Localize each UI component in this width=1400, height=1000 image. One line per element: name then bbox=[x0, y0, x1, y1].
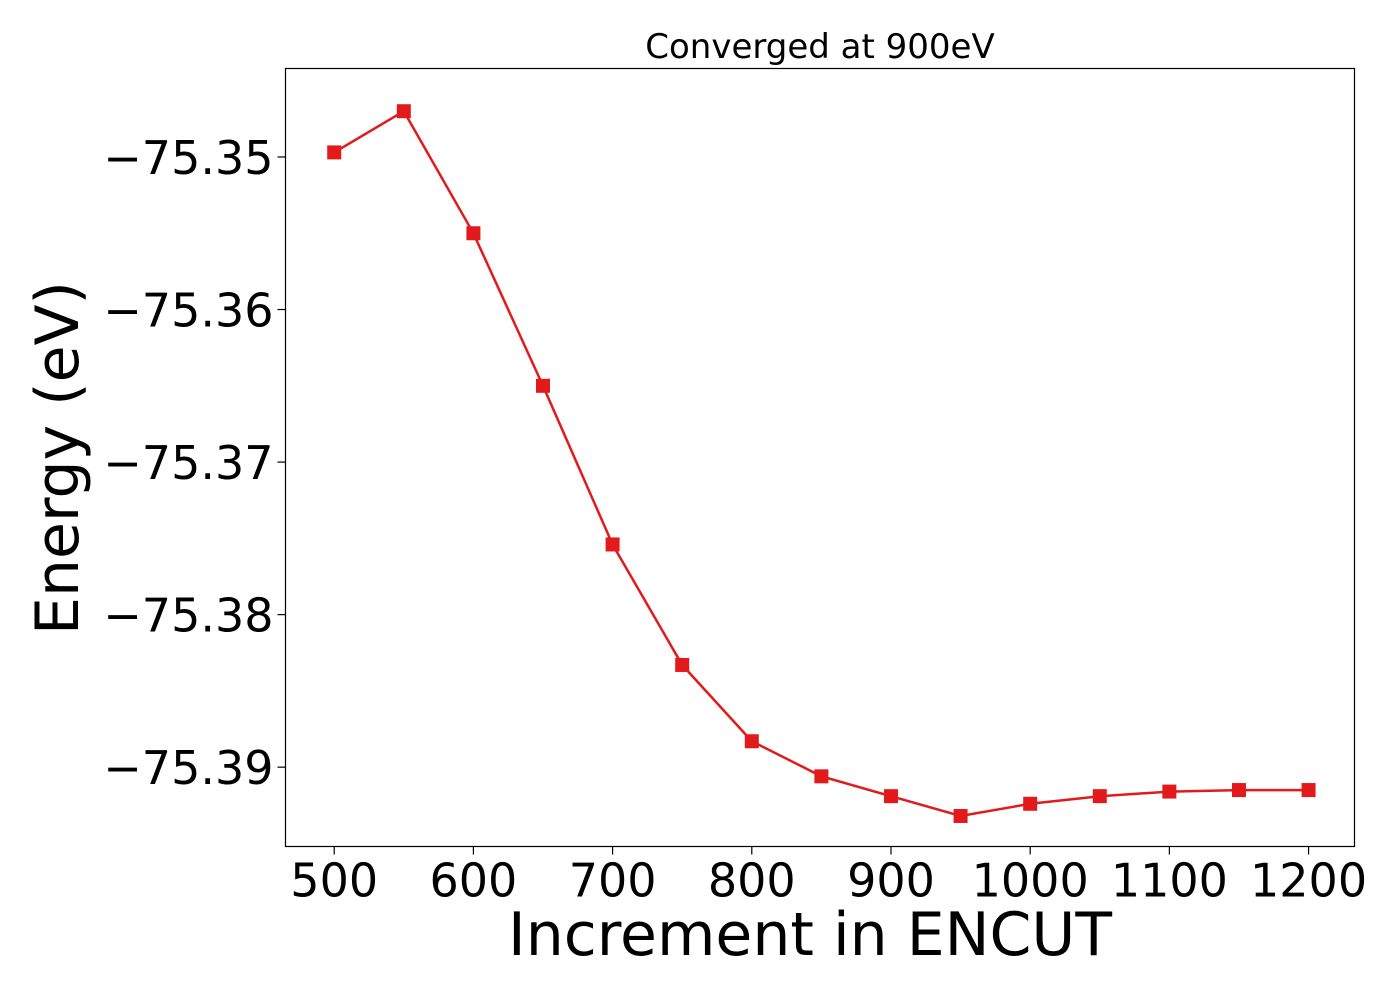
x-tick-label: 1200 bbox=[1250, 854, 1367, 908]
data-point-marker bbox=[466, 226, 481, 241]
y-tick-label: −75.39 bbox=[103, 741, 273, 795]
data-point-marker bbox=[744, 734, 759, 749]
data-point-marker bbox=[1162, 784, 1177, 799]
x-axis-ticks: 500 600 700 800 900 1000 1100 1200 bbox=[290, 846, 1367, 908]
y-tick-label: −75.36 bbox=[103, 284, 273, 338]
data-point-marker bbox=[536, 378, 551, 393]
y-tick-label: −75.37 bbox=[103, 436, 273, 490]
series-group bbox=[327, 104, 1316, 823]
data-point-marker bbox=[1231, 783, 1246, 798]
data-point-marker bbox=[675, 657, 690, 672]
x-tick-label: 500 bbox=[290, 854, 378, 908]
x-tick-label: 800 bbox=[708, 854, 796, 908]
x-tick-label: 1000 bbox=[972, 854, 1089, 908]
chart-title: Converged at 900eV bbox=[645, 27, 994, 67]
plot-area-frame bbox=[284, 67, 1356, 848]
data-point-marker bbox=[1301, 783, 1316, 798]
x-axis-label: Increment in ENCUT bbox=[508, 900, 1112, 970]
data-point-marker bbox=[814, 769, 829, 784]
data-point-marker bbox=[396, 104, 411, 119]
y-tick-label: −75.35 bbox=[103, 131, 273, 185]
x-tick-label: 700 bbox=[569, 854, 657, 908]
y-axis-ticks: −75.35 −75.36 −75.37 −75.38 −75.39 bbox=[103, 131, 286, 795]
y-tick-label: −75.38 bbox=[103, 589, 273, 643]
series-line bbox=[333, 109, 1309, 818]
data-point-marker bbox=[605, 537, 620, 552]
x-tick-label: 900 bbox=[847, 854, 935, 908]
y-axis-label: Energy (eV) bbox=[23, 281, 93, 635]
data-point-marker bbox=[1023, 796, 1038, 811]
data-point-marker bbox=[327, 145, 342, 160]
data-point-marker bbox=[883, 789, 898, 804]
x-tick-label: 1100 bbox=[1111, 854, 1228, 908]
data-point-marker bbox=[1092, 789, 1107, 804]
data-point-marker bbox=[953, 808, 968, 823]
x-tick-label: 600 bbox=[430, 854, 518, 908]
